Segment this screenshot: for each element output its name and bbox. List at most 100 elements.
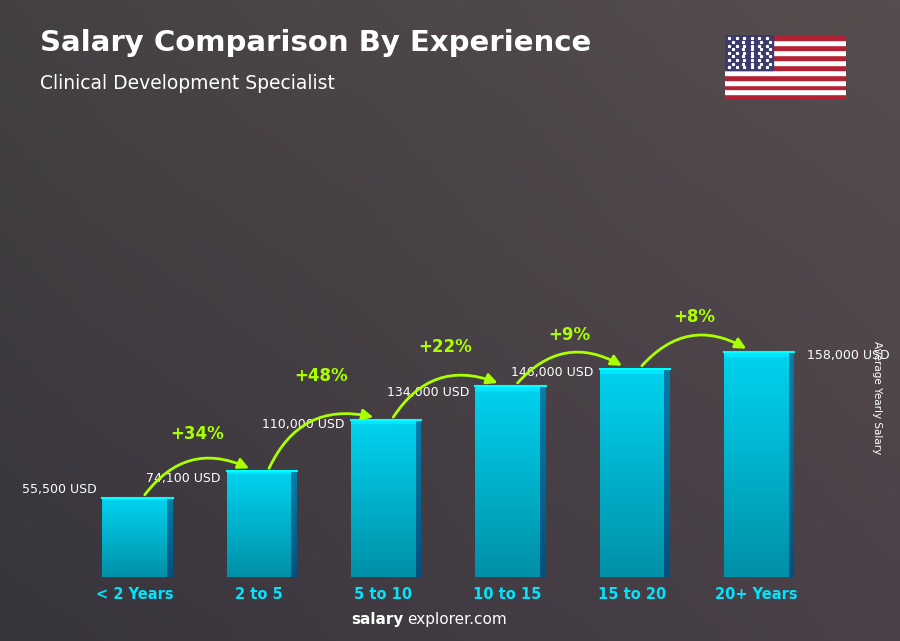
Bar	[540, 436, 545, 438]
Bar	[416, 567, 421, 569]
Bar	[540, 431, 545, 433]
Bar	[664, 528, 670, 530]
Bar	[788, 357, 795, 360]
Bar	[351, 540, 416, 542]
Bar	[167, 509, 173, 510]
Bar	[103, 545, 167, 546]
Bar	[103, 501, 167, 502]
Bar	[599, 543, 664, 545]
Bar	[724, 504, 788, 506]
Bar	[167, 573, 173, 574]
Bar	[416, 479, 421, 481]
Bar	[103, 513, 167, 515]
Bar	[292, 548, 297, 549]
Bar	[227, 492, 292, 494]
Bar	[475, 441, 540, 443]
Bar	[724, 417, 788, 419]
Bar	[416, 432, 421, 434]
Bar	[664, 437, 670, 439]
Bar	[664, 486, 670, 488]
Bar	[540, 537, 545, 538]
Bar	[475, 424, 540, 426]
Bar	[227, 533, 292, 535]
Bar	[788, 478, 795, 481]
Bar	[724, 478, 788, 481]
Bar	[351, 442, 416, 444]
Bar	[724, 537, 788, 540]
Bar	[292, 552, 297, 553]
Bar	[167, 571, 173, 572]
Bar	[664, 559, 670, 562]
Bar	[724, 94, 846, 99]
Bar	[227, 510, 292, 511]
Bar	[664, 533, 670, 535]
Bar	[724, 470, 788, 472]
Bar	[292, 499, 297, 500]
Bar	[724, 526, 788, 529]
Bar	[664, 543, 670, 545]
Bar	[599, 423, 664, 426]
Bar	[292, 483, 297, 485]
Bar	[599, 488, 664, 491]
Bar	[724, 524, 788, 526]
Bar	[351, 555, 416, 557]
Bar	[599, 452, 664, 454]
Bar	[167, 548, 173, 549]
Text: salary: salary	[351, 612, 403, 627]
Bar	[724, 79, 846, 85]
Bar	[540, 512, 545, 515]
Bar	[788, 447, 795, 450]
Bar	[664, 517, 670, 520]
Bar	[292, 471, 297, 472]
Bar	[167, 538, 173, 539]
Bar	[416, 445, 421, 447]
Bar	[416, 549, 421, 551]
Bar	[788, 379, 795, 383]
Bar	[292, 574, 297, 576]
Bar	[416, 430, 421, 432]
Bar	[599, 434, 664, 437]
Bar	[475, 534, 540, 537]
Bar	[664, 387, 670, 390]
Bar	[167, 554, 173, 555]
Bar	[351, 528, 416, 530]
Bar	[227, 508, 292, 510]
Bar	[167, 559, 173, 560]
Bar	[351, 544, 416, 545]
Bar	[724, 371, 788, 374]
Bar	[724, 557, 788, 560]
Bar	[475, 570, 540, 572]
Bar	[475, 407, 540, 410]
Bar	[167, 537, 173, 538]
Bar	[227, 556, 292, 557]
Bar	[292, 541, 297, 542]
Bar	[227, 565, 292, 567]
Bar	[351, 473, 416, 475]
Bar	[475, 417, 540, 419]
Bar	[416, 508, 421, 510]
Bar	[351, 557, 416, 559]
Bar	[475, 426, 540, 429]
Bar	[167, 546, 173, 547]
Bar	[599, 564, 664, 567]
Bar	[788, 492, 795, 495]
Bar	[788, 532, 795, 535]
Bar	[167, 540, 173, 541]
Bar	[475, 486, 540, 488]
Bar	[167, 549, 173, 550]
Bar	[540, 429, 545, 431]
Bar	[724, 431, 788, 433]
Bar	[103, 519, 167, 520]
Bar	[227, 519, 292, 520]
Bar	[599, 530, 664, 533]
Bar	[351, 575, 416, 577]
Bar	[599, 431, 664, 434]
Bar	[788, 540, 795, 543]
Bar	[788, 413, 795, 417]
Bar	[416, 453, 421, 455]
Bar	[540, 472, 545, 474]
Bar	[167, 522, 173, 524]
Bar	[540, 505, 545, 508]
Bar	[724, 40, 846, 45]
Bar	[540, 445, 545, 448]
